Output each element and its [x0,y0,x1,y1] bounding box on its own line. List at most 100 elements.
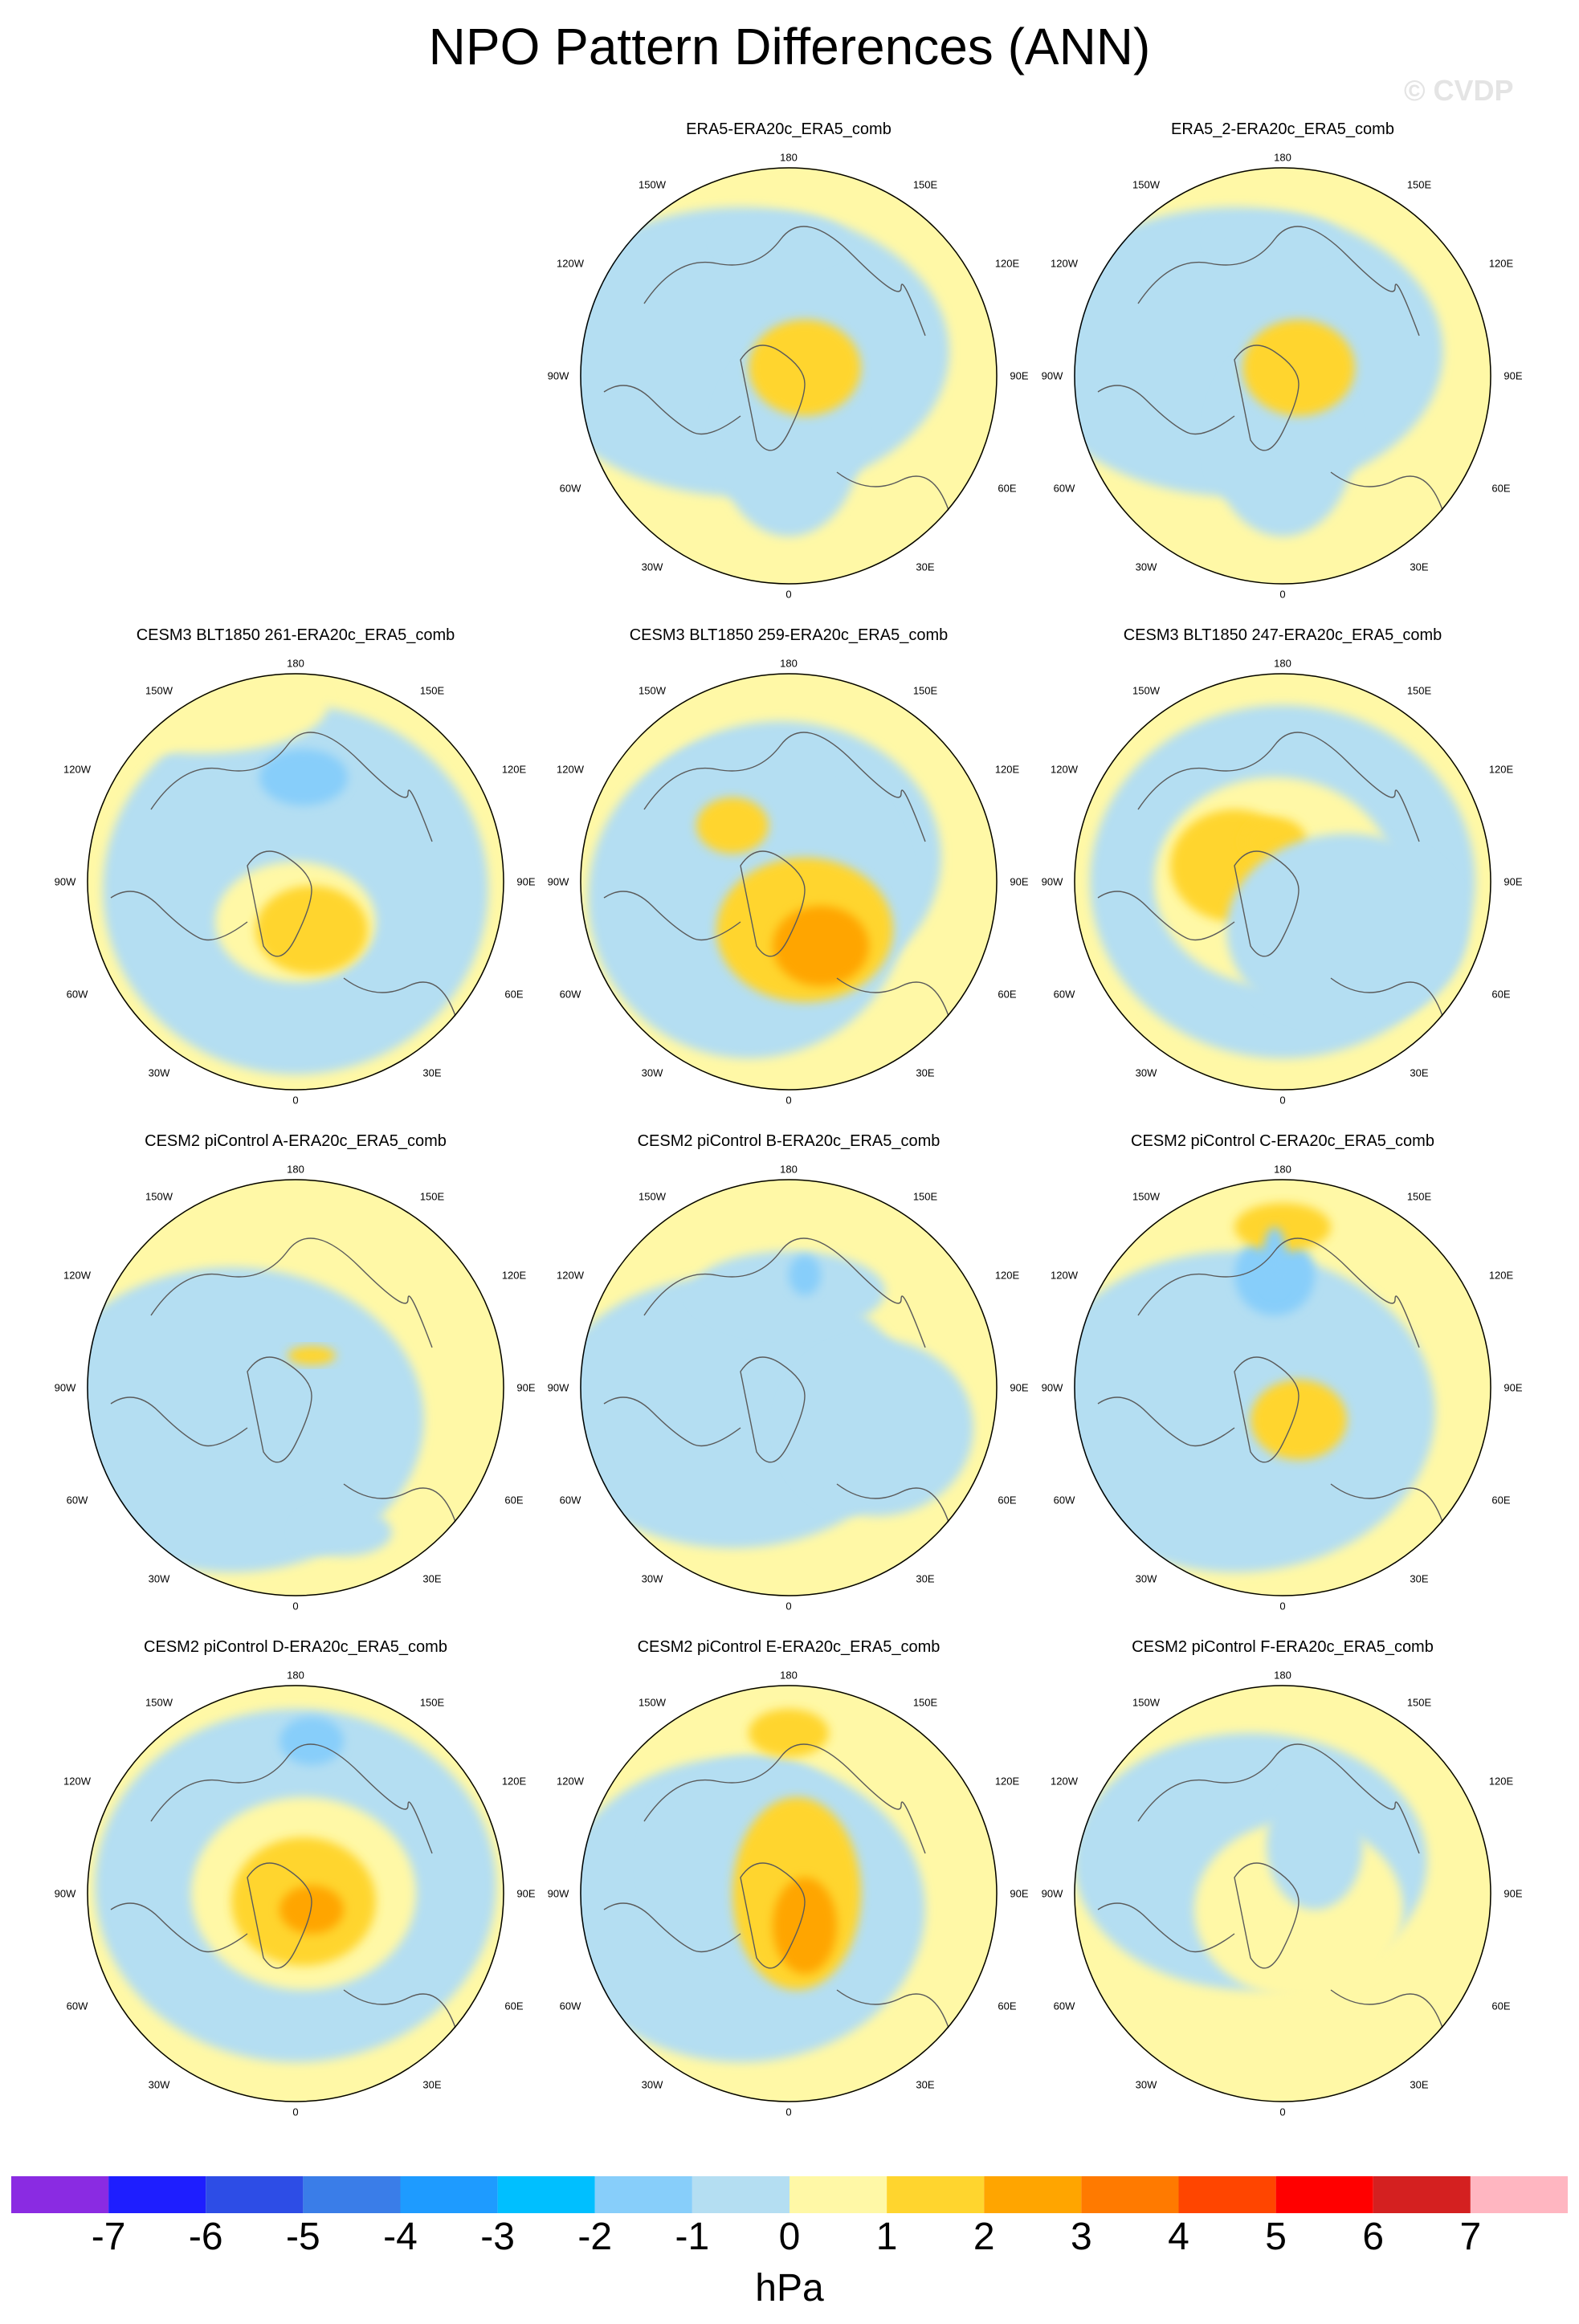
longitude-label-top: 180 [780,151,798,164]
colorbar-tick-label: 1 [875,2216,898,2258]
map-border [580,673,998,1091]
coastline [603,1237,950,1525]
longitude-label-right: 90E [1504,1887,1523,1900]
colorbar-tick-label: 4 [1168,2216,1189,2258]
anomaly-region [87,1267,424,1572]
longitude-label-lower-left: 30W [1135,1066,1157,1079]
longitude-label-mid-lower-right: 60E [1491,482,1511,495]
longitude-label-mid-upper-right: 120E [501,763,527,776]
longitude-label-mid-lower-left: 60W [559,988,581,1001]
longitude-label-lower-left: 30W [1135,2078,1157,2091]
longitude-label-left: 90W [1041,369,1063,382]
longitude-label-lower-right: 30E [916,561,935,573]
polar-map [87,1179,504,1596]
colorbar-tick-label: -5 [286,2216,320,2258]
longitude-label-right: 90E [1010,369,1029,382]
longitude-label-left: 90W [1041,1887,1063,1900]
longitude-label-left: 90W [547,369,569,382]
longitude-label-mid-upper-left: 120W [557,257,584,270]
coastline [603,732,950,1019]
colorbar-segment [1275,2176,1373,2213]
longitude-label-bottom: 0 [785,2106,792,2118]
longitude-label-right: 90E [516,1381,536,1394]
longitude-label-mid-upper-left: 120W [1051,763,1078,776]
longitude-label-bottom: 0 [785,588,792,601]
polar-map [1074,167,1491,585]
longitude-label-mid-upper-left: 120W [557,1269,584,1282]
coastline [603,226,950,513]
polar-map [87,673,504,1091]
longitude-label-mid-upper-left: 120W [1051,1269,1078,1282]
longitude-label-mid-lower-right: 60E [998,988,1017,1001]
anomaly-region [773,1878,837,1974]
longitude-label-mid-upper-right: 120E [1488,763,1514,776]
longitude-label-mid-upper-left: 120W [63,763,91,776]
map-border [1074,167,1491,585]
longitude-label-mid-lower-right: 60E [1491,988,1511,1001]
longitude-label-right: 90E [1010,1887,1029,1900]
panel-title: CESM2 piControl D-ERA20c_ERA5_comb [144,1638,447,1656]
panel-title: CESM2 piControl F-ERA20c_ERA5_comb [1132,1638,1434,1656]
longitude-label-mid-lower-left: 60W [66,1494,88,1507]
anomaly-region [749,320,861,416]
longitude-label-mid-lower-left: 60W [559,2000,581,2012]
longitude-label-bottom: 0 [1279,1600,1286,1613]
longitude-label-lower-left: 30W [148,1572,170,1585]
longitude-label-upper-right: 150E [1406,1696,1432,1709]
longitude-label-mid-lower-left: 60W [1053,482,1075,495]
longitude-label-right: 90E [1504,369,1523,382]
anomaly-region [692,1251,885,1331]
panel-title: CESM2 piControl C-ERA20c_ERA5_comb [1131,1132,1434,1150]
longitude-label-top: 180 [287,1669,304,1682]
colorbar-tick-label: 2 [973,2216,995,2258]
longitude-label-top: 180 [780,657,798,670]
colorbar-segment [594,2176,692,2213]
longitude-label-upper-left: 150W [145,1696,173,1709]
longitude-label-lower-right: 30E [422,2078,442,2091]
colorbar-segment [11,2176,109,2213]
longitude-label-bottom: 0 [292,1600,299,1613]
longitude-label-bottom: 0 [785,1094,792,1107]
panel-title: CESM2 piControl E-ERA20c_ERA5_comb [637,1638,940,1656]
longitude-label-lower-left: 30W [1135,561,1157,573]
anomaly-region [255,886,368,974]
longitude-label-upper-right: 150E [1406,1190,1432,1203]
longitude-label-lower-right: 30E [1410,561,1429,573]
panel-title: CESM3 BLT1850 247-ERA20c_ERA5_comb [1123,626,1442,644]
coastline [603,1743,950,2031]
map-border [580,1179,998,1596]
anomaly-region [1251,1380,1347,1460]
colorbar-tick-label: -6 [188,2216,223,2258]
coastline [110,1237,457,1525]
longitude-label-mid-upper-right: 120E [994,1775,1020,1788]
longitude-label-lower-left: 30W [641,561,663,573]
longitude-label-mid-lower-right: 60E [998,482,1017,495]
map-border [87,673,504,1091]
colorbar-segment [692,2176,790,2213]
longitude-label-mid-upper-right: 120E [1488,1269,1514,1282]
colorbar-tick-label: -4 [383,2216,418,2258]
longitude-label-mid-lower-left: 60W [1053,2000,1075,2012]
longitude-label-mid-upper-left: 120W [63,1269,91,1282]
longitude-label-right: 90E [516,875,536,888]
polar-map [87,1685,504,2102]
longitude-label-mid-lower-right: 60E [504,2000,524,2012]
longitude-label-mid-lower-left: 60W [559,482,581,495]
coastline [1097,1743,1444,2031]
anomaly-region [696,797,769,854]
polar-map [580,1179,998,1596]
longitude-label-upper-right: 150E [912,684,938,697]
longitude-label-left: 90W [54,1887,76,1900]
longitude-label-upper-right: 150E [1406,684,1432,697]
anomaly-region [296,1508,392,1556]
anomaly-region [1267,1781,1363,1910]
polar-map [580,167,998,585]
longitude-label-right: 90E [1504,1381,1523,1394]
longitude-label-lower-left: 30W [1135,1572,1157,1585]
colorbar-segment [1470,2176,1568,2213]
longitude-label-bottom: 0 [292,1094,299,1107]
colorbar-tick-label: -2 [577,2216,613,2258]
longitude-label-mid-lower-left: 60W [559,1494,581,1507]
longitude-label-right: 90E [1504,875,1523,888]
longitude-label-lower-right: 30E [916,1066,935,1079]
